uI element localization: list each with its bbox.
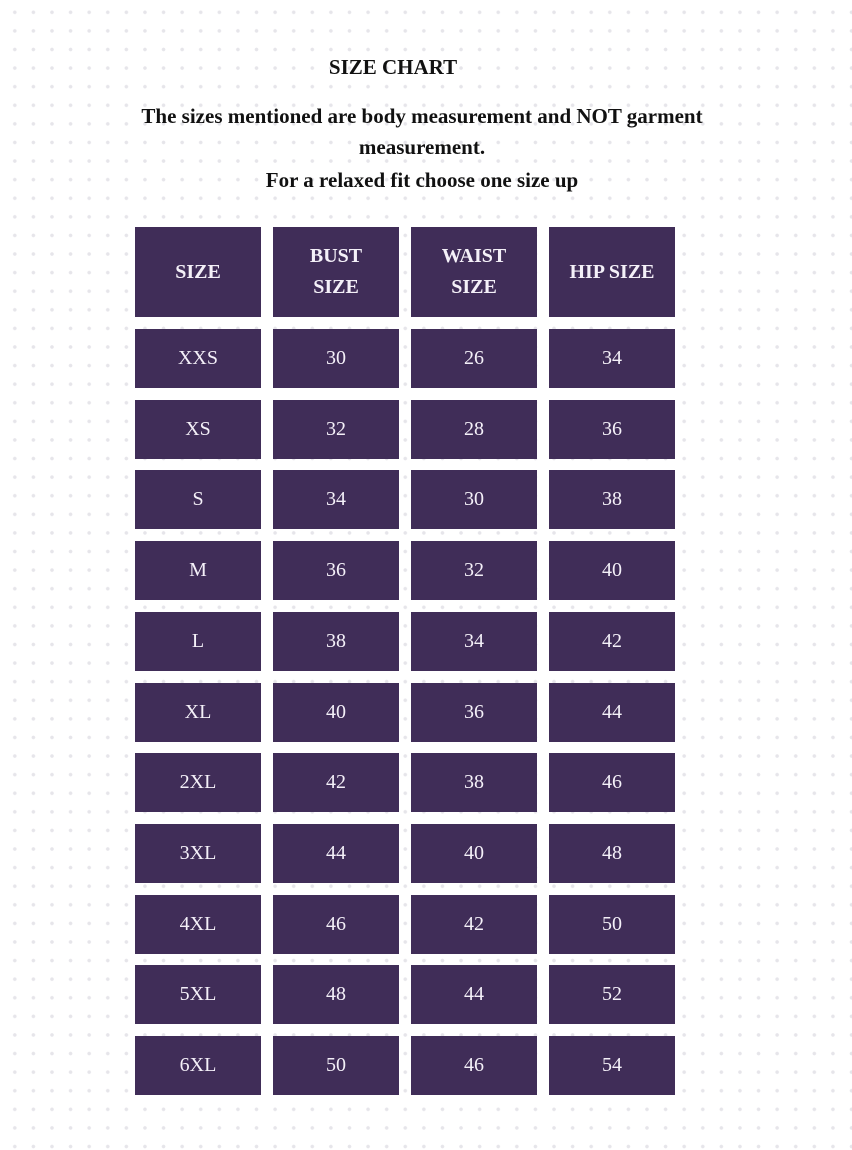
header-bust-size: BUST SIZE [273, 227, 399, 317]
cell-hip-size: 50 [549, 895, 675, 954]
cell-bust-size: 30 [273, 329, 399, 388]
cell-bust-size: 44 [273, 824, 399, 883]
cell-hip-size: 38 [549, 470, 675, 529]
measurement-note: The sizes mentioned are body measurement… [141, 104, 703, 159]
cell-waist-size: 46 [411, 1036, 537, 1095]
cell-waist-size: 36 [411, 683, 537, 742]
cell-hip-size: 36 [549, 400, 675, 459]
cell-waist-size: 38 [411, 753, 537, 812]
header-size: SIZE [135, 227, 261, 317]
cell-size: M [135, 541, 261, 600]
cell-bust-size: 32 [273, 400, 399, 459]
cell-waist-size: 28 [411, 400, 537, 459]
fit-note: For a relaxed fit choose one size up [265, 168, 579, 192]
cell-size: S [135, 470, 261, 529]
cell-hip-size: 46 [549, 753, 675, 812]
cell-size: 3XL [135, 824, 261, 883]
cell-size: L [135, 612, 261, 671]
cell-hip-size: 44 [549, 683, 675, 742]
cell-size: XXS [135, 329, 261, 388]
cell-waist-size: 42 [411, 895, 537, 954]
cell-waist-size: 44 [411, 965, 537, 1024]
cell-size: XS [135, 400, 261, 459]
cell-size: 2XL [135, 753, 261, 812]
cell-size: 5XL [135, 965, 261, 1024]
cell-bust-size: 50 [273, 1036, 399, 1095]
cell-waist-size: 32 [411, 541, 537, 600]
cell-bust-size: 34 [273, 470, 399, 529]
cell-hip-size: 48 [549, 824, 675, 883]
cell-bust-size: 38 [273, 612, 399, 671]
cell-hip-size: 52 [549, 965, 675, 1024]
cell-size: 4XL [135, 895, 261, 954]
cell-size: 6XL [135, 1036, 261, 1095]
cell-hip-size: 42 [549, 612, 675, 671]
cell-bust-size: 40 [273, 683, 399, 742]
page-title: SIZE CHART [328, 55, 458, 79]
cell-hip-size: 34 [549, 329, 675, 388]
cell-size: XL [135, 683, 261, 742]
cell-waist-size: 40 [411, 824, 537, 883]
cell-waist-size: 34 [411, 612, 537, 671]
cell-hip-size: 54 [549, 1036, 675, 1095]
cell-bust-size: 48 [273, 965, 399, 1024]
cell-bust-size: 42 [273, 753, 399, 812]
cell-bust-size: 36 [273, 541, 399, 600]
header-hip-size: HIP SIZE [549, 227, 675, 317]
header-waist-size: WAIST SIZE [411, 227, 537, 317]
cell-hip-size: 40 [549, 541, 675, 600]
cell-waist-size: 30 [411, 470, 537, 529]
cell-waist-size: 26 [411, 329, 537, 388]
cell-bust-size: 46 [273, 895, 399, 954]
